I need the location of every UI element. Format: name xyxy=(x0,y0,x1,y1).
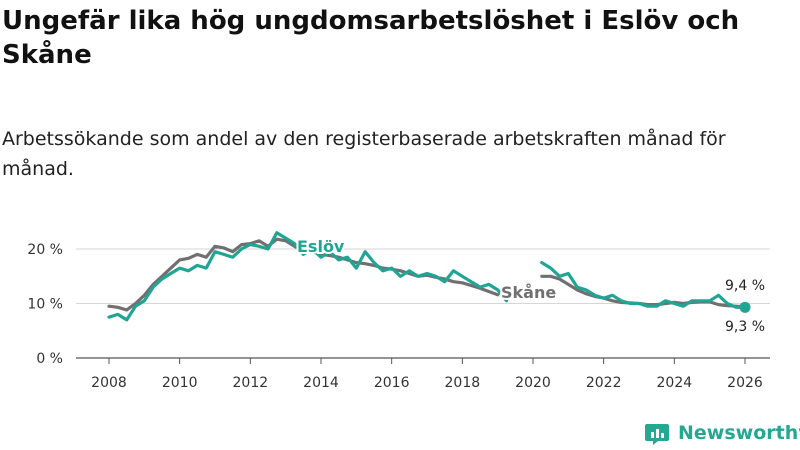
x-tick-label: 2014 xyxy=(303,375,339,391)
newsworthy-logo: Newsworthy xyxy=(644,418,800,448)
x-tick-label: 2018 xyxy=(445,375,481,391)
series-label-eslov: Eslöv xyxy=(297,237,345,256)
brand-name: Newsworthy xyxy=(678,422,800,444)
x-tick-label: 2012 xyxy=(233,375,269,391)
series-labels: Eslöv Skåne 9,4 % 9,3 % xyxy=(295,235,765,335)
series-line-esl-v xyxy=(540,261,747,309)
y-tick-label: 10 % xyxy=(27,297,63,313)
x-tick-label: 2020 xyxy=(515,375,551,391)
x-tick-label: 2026 xyxy=(727,375,763,391)
series-lines xyxy=(107,231,747,322)
x-tick-label: 2010 xyxy=(162,375,198,391)
newsworthy-logo-icon xyxy=(645,424,669,445)
x-axis: 2008 2010 2012 2014 2016 2018 2020 2022 2024 2026 xyxy=(91,358,763,391)
chart-title: Ungefär lika hög ungdomsarbetslöshet i E… xyxy=(2,6,740,70)
chart-subtitle: Arbetssökande som andel av den registerb… xyxy=(2,128,726,180)
end-value-label-skane: 9,4 % xyxy=(725,278,765,294)
y-tick-label: 20 % xyxy=(27,242,63,258)
x-tick-label: 2024 xyxy=(657,375,693,391)
series-line-esl-v xyxy=(107,231,509,322)
end-value-label-eslov: 9,3 % xyxy=(725,319,765,335)
x-tick-label: 2016 xyxy=(374,375,410,391)
end-point-marker xyxy=(739,301,751,313)
x-tick-label: 2022 xyxy=(586,375,622,391)
x-tick-label: 2008 xyxy=(91,375,127,391)
y-axis-tick-labels: 0 % 10 % 20 % xyxy=(27,242,63,367)
series-label-skane: Skåne xyxy=(501,283,556,302)
y-tick-label: 0 % xyxy=(36,351,63,367)
